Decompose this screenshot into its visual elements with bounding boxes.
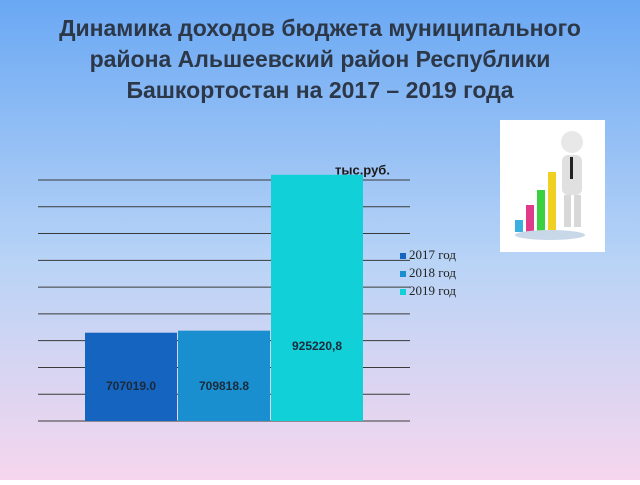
unit-label: тыс.руб. [335,162,390,177]
bar [85,332,177,421]
bar [271,174,363,421]
illustration [500,120,605,252]
title-line: района Альшеевский район Республики [90,46,551,72]
value-label: 709818.8 [199,379,249,393]
legend-label: 2018 год [409,265,456,280]
legend-swatch [400,289,406,295]
value-label: 707019.0 [106,379,156,393]
title-line: Динамика доходов бюджета муниципального [59,15,581,41]
title-line: Башкортостан на 2017 – 2019 года [126,77,513,103]
value-label: 925220,8 [292,339,342,353]
legend-label: 2017 год [409,247,456,262]
bar [178,330,270,421]
legend-swatch [400,253,406,259]
legend-label: 2019 год [409,283,456,298]
legend-swatch [400,271,406,277]
